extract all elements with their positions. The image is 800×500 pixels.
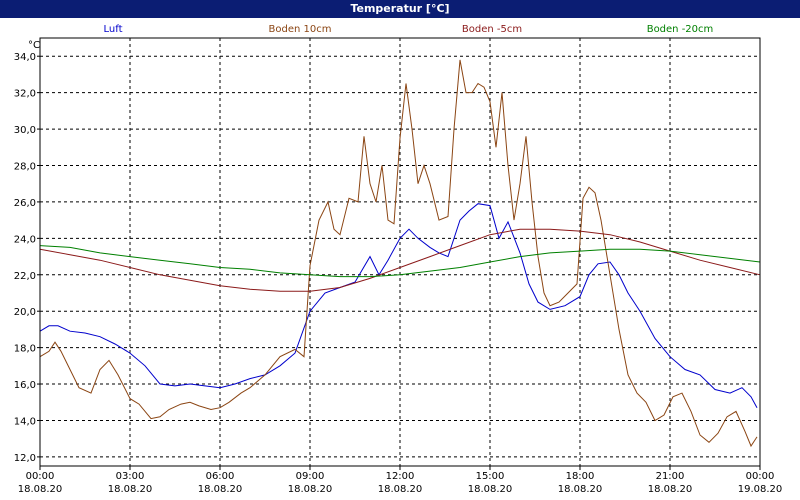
x-tick-time: 09:00: [296, 471, 325, 482]
x-axis-ticks: 00:00 18.08.20 03:00 18.08.20 06:00 18.08.20 0…: [18, 466, 783, 495]
series-line-3: [39, 245, 761, 278]
chart-legend: Luft Boden 10cm Boden -5cm Boden -20cm: [104, 24, 714, 35]
y-axis-ticks: 12,0 14,0 16,0 18,0 20,0 22,0 24,0 26,0 28,0 30,0…: [14, 52, 40, 464]
x-tick-date: 18.08.20: [108, 484, 153, 495]
x-tick-time: 00:00: [26, 471, 55, 482]
y-tick-label: 20,0: [14, 307, 36, 318]
legend-entry-1: Boden 10cm: [269, 24, 332, 35]
chart-grid: [40, 38, 760, 466]
x-tick-date: 18.08.20: [468, 484, 513, 495]
x-tick-time: 12:00: [386, 471, 415, 482]
x-tick-date: 18.08.20: [558, 484, 603, 495]
x-tick-date: 19.08.20: [738, 484, 783, 495]
x-tick-date: 18.08.20: [378, 484, 423, 495]
y-tick-label: 26,0: [14, 198, 36, 209]
y-tick-label: 24,0: [14, 234, 36, 245]
x-tick-time: 06:00: [206, 471, 235, 482]
y-tick-label: 18,0: [14, 344, 36, 355]
x-tick-time: 00:00: [746, 471, 775, 482]
chart-series: [39, 59, 761, 448]
y-tick-label: 14,0: [14, 416, 36, 427]
y-tick-label: 22,0: [14, 271, 36, 282]
x-tick-time: 03:00: [116, 471, 145, 482]
temperature-chart: Luft Boden 10cm Boden -5cm Boden -20cm °C 1…: [14, 24, 783, 495]
x-tick-date: 18.08.20: [198, 484, 243, 495]
y-tick-label: 30,0: [14, 125, 36, 136]
series-line-2: [39, 228, 761, 292]
legend-entry-2: Boden -5cm: [462, 24, 522, 35]
y-tick-label: 16,0: [14, 380, 36, 391]
x-tick-time: 18:00: [566, 471, 595, 482]
plot-frame: [39, 37, 761, 467]
x-tick-time: 21:00: [656, 471, 685, 482]
y-tick-label: 34,0: [14, 52, 36, 63]
x-tick-date: 18.08.20: [18, 484, 63, 495]
legend-entry-3: Boden -20cm: [647, 24, 714, 35]
series-line-1: [39, 59, 758, 448]
y-axis-unit-label: °C: [28, 40, 40, 51]
window-title: Temperatur [°C]: [0, 0, 800, 18]
x-tick-time: 15:00: [476, 471, 505, 482]
series-line-0: [39, 203, 758, 408]
legend-entry-0: Luft: [104, 24, 123, 35]
x-tick-date: 18.08.20: [288, 484, 333, 495]
x-tick-date: 18.08.20: [648, 484, 693, 495]
y-tick-label: 32,0: [14, 89, 36, 100]
y-tick-label: 12,0: [14, 453, 36, 464]
y-tick-label: 28,0: [14, 161, 36, 172]
